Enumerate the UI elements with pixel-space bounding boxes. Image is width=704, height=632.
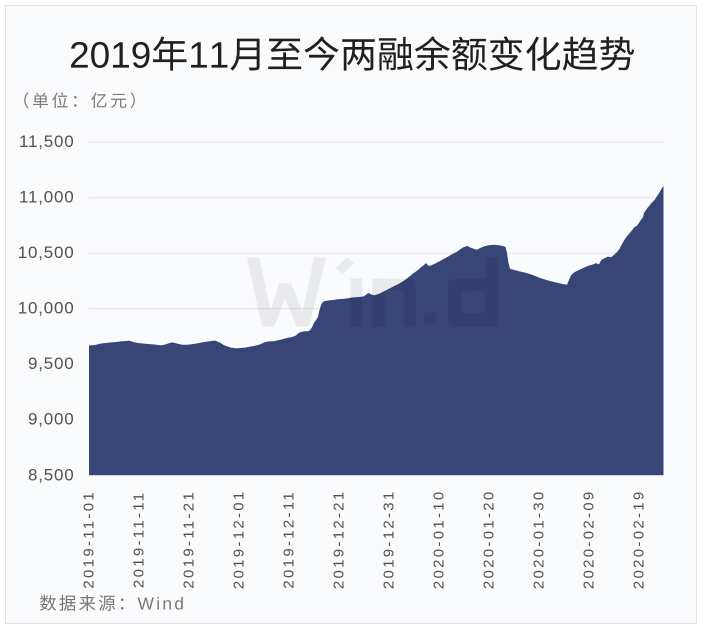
svg-text:11,500: 11,500 (19, 132, 75, 151)
svg-text:2019-11-21: 2019-11-21 (181, 490, 198, 589)
svg-text:2020-01-20: 2020-01-20 (481, 489, 498, 589)
svg-text:2019-12-21: 2019-12-21 (331, 489, 348, 589)
svg-text:2019-12-31: 2019-12-31 (381, 489, 398, 589)
svg-text:11,000: 11,000 (19, 188, 75, 207)
svg-text:2020-02-09: 2020-02-09 (581, 489, 598, 589)
svg-text:2019-11-11: 2019-11-11 (131, 491, 148, 589)
svg-text:9,000: 9,000 (28, 410, 75, 429)
svg-text:2020-01-10: 2020-01-10 (431, 489, 448, 589)
svg-text:2019-12-11: 2019-12-11 (281, 490, 298, 589)
svg-text:2020-01-30: 2020-01-30 (531, 489, 548, 589)
svg-text:2020-02-19: 2020-02-19 (631, 489, 648, 589)
svg-text:8,500: 8,500 (28, 465, 75, 484)
svg-text:10,500: 10,500 (18, 243, 75, 262)
svg-text:2019-12-01: 2019-12-01 (231, 489, 248, 589)
svg-text:9,500: 9,500 (28, 354, 75, 373)
svg-text:10,000: 10,000 (18, 299, 75, 318)
svg-text:2019-11-01: 2019-11-01 (81, 490, 98, 589)
